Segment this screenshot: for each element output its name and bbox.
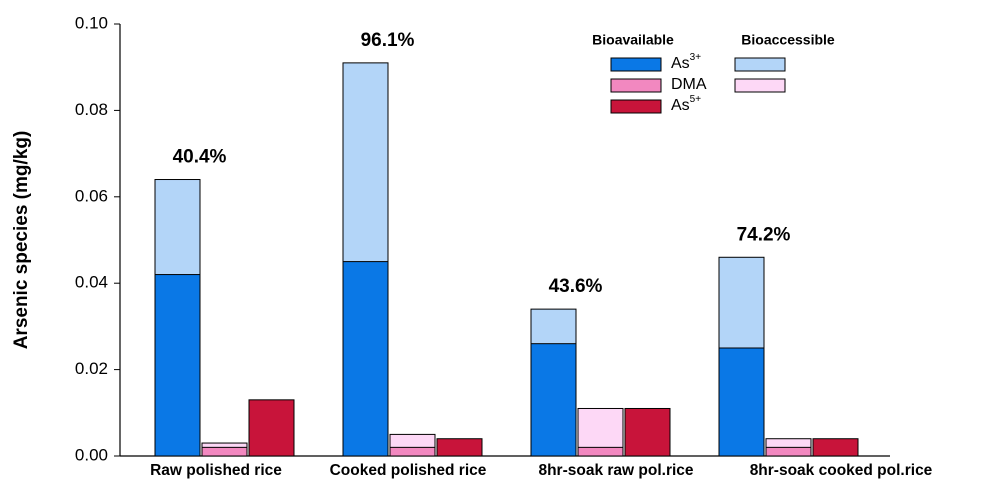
- y-tick-label: 0.02: [75, 359, 108, 378]
- y-tick-label: 0.06: [75, 186, 108, 205]
- x-tick-label: Raw polished rice: [150, 462, 282, 479]
- legend-swatch: [610, 57, 662, 72]
- legend-label-superscript: 3+: [690, 52, 702, 63]
- bar-bioavailable: [577, 446, 624, 457]
- legend-header: Bioavailable: [592, 32, 674, 48]
- legend-label: DMA: [671, 76, 707, 93]
- x-tick-label: 8hr-soak raw pol.rice: [538, 462, 693, 479]
- bar-bioavailable: [765, 446, 812, 457]
- legend-swatch: [610, 78, 662, 93]
- bar-bioavailable: [812, 438, 859, 457]
- legend-label-text: DMA: [671, 76, 707, 93]
- y-tick-label: 0.08: [75, 100, 108, 119]
- legend-label-text: As: [671, 97, 690, 114]
- legend-label: As3+: [671, 52, 701, 73]
- legend-label: As5+: [671, 94, 701, 115]
- legend-header: Bioaccessible: [741, 32, 835, 48]
- annotation: 74.2%: [737, 224, 791, 245]
- x-tick-label: Cooked polished rice: [330, 462, 487, 479]
- bar-bioavailable: [342, 261, 389, 457]
- annotation: 43.6%: [549, 276, 603, 297]
- bar-bioavailable: [248, 399, 295, 457]
- bar-bioavailable: [389, 446, 436, 457]
- bar-bioavailable: [436, 438, 483, 457]
- annotation: 96.1%: [361, 30, 415, 51]
- legend-swatch: [734, 78, 786, 93]
- bar-bioavailable: [624, 407, 671, 457]
- legend-label-text: As: [671, 55, 690, 72]
- legend-swatch: [610, 99, 662, 114]
- bar-bioavailable: [154, 274, 201, 457]
- bar-bioavailable: [718, 347, 765, 457]
- bar-bioavailable: [201, 446, 248, 457]
- y-tick-label: 0.00: [75, 445, 108, 464]
- y-tick-label: 0.10: [75, 13, 108, 32]
- y-tick-label: 0.04: [75, 273, 108, 292]
- legend-label-superscript: 5+: [690, 94, 702, 105]
- bar-bioavailable: [530, 343, 577, 457]
- y-axis-label: Arsenic species (mg/kg): [11, 131, 32, 350]
- legend-swatch: [734, 57, 786, 72]
- x-tick-label: 8hr-soak cooked pol.rice: [750, 462, 933, 479]
- annotation: 40.4%: [173, 147, 227, 168]
